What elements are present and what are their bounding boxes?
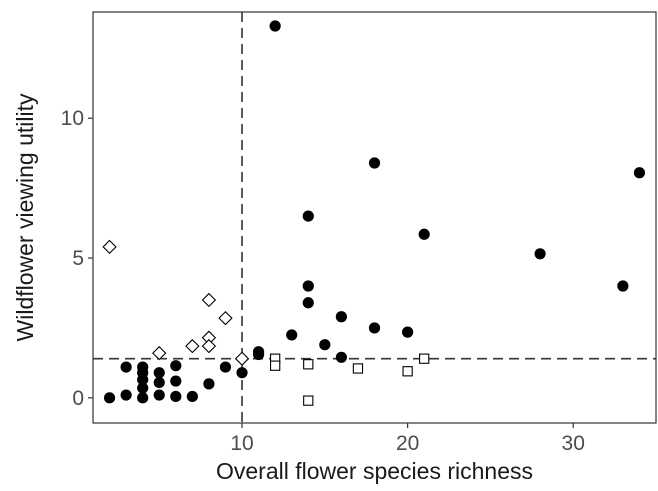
axis-ticks: 10 20 30 0 5 10 (61, 107, 585, 455)
data-point-filled-circle (335, 311, 347, 323)
data-point-filled-circle (219, 361, 232, 373)
data-point-open-square (419, 353, 430, 364)
x-axis-title: Overall flower species richness (216, 458, 533, 484)
data-point-filled-circle (252, 346, 265, 358)
data-point-filled-circle (153, 389, 165, 401)
data-point-filled-circle (153, 376, 165, 389)
data-point-filled-circle (368, 322, 381, 334)
data-point-filled-circle (236, 367, 248, 379)
data-point-open-diamond (234, 351, 250, 366)
data-points (102, 20, 646, 406)
data-point-filled-circle (335, 351, 347, 363)
data-point-open-diamond (102, 239, 117, 255)
data-point-filled-circle (203, 378, 215, 390)
data-point-open-square (269, 360, 281, 371)
x-tick-label: 10 (230, 432, 253, 455)
y-axis-title: Wildflower viewing utility (12, 93, 38, 341)
data-point-filled-circle (633, 167, 646, 179)
data-point-filled-circle (418, 228, 430, 240)
data-point-open-diamond (201, 338, 217, 354)
data-point-filled-circle (103, 392, 116, 404)
data-point-open-diamond (218, 310, 233, 326)
data-point-open-diamond (201, 292, 217, 308)
data-point-filled-circle (368, 157, 381, 169)
data-point-filled-circle (402, 326, 414, 338)
x-tick-label: 20 (396, 432, 419, 455)
data-point-open-diamond (185, 338, 200, 354)
data-point-filled-circle (319, 339, 331, 351)
data-point-filled-circle (170, 360, 182, 372)
data-point-filled-circle (534, 248, 546, 260)
data-point-filled-circle (302, 280, 314, 292)
data-point-filled-circle (302, 297, 314, 309)
data-point-open-square (303, 359, 314, 370)
data-point-filled-circle (153, 367, 165, 379)
y-tick-label: 0 (72, 387, 84, 410)
data-point-filled-circle (170, 375, 182, 387)
x-tick-label: 30 (562, 432, 585, 455)
data-point-filled-circle (170, 390, 182, 403)
panel-border (92, 11, 657, 424)
data-point-filled-circle (137, 392, 149, 404)
data-point-filled-circle (302, 210, 314, 222)
data-point-open-square (303, 395, 314, 406)
data-point-filled-circle (269, 20, 281, 32)
y-tick-label: 10 (61, 107, 84, 130)
data-point-open-diamond (152, 345, 167, 361)
data-point-filled-circle (137, 382, 149, 394)
y-tick-label: 5 (72, 247, 84, 270)
data-point-open-square (352, 363, 364, 374)
data-point-filled-circle (120, 361, 132, 373)
data-point-filled-circle (617, 280, 629, 292)
data-point-filled-circle (120, 389, 132, 401)
data-point-filled-circle (137, 361, 149, 373)
data-point-filled-circle (286, 329, 298, 341)
data-point-filled-circle (186, 390, 198, 403)
data-point-open-square (402, 366, 413, 377)
